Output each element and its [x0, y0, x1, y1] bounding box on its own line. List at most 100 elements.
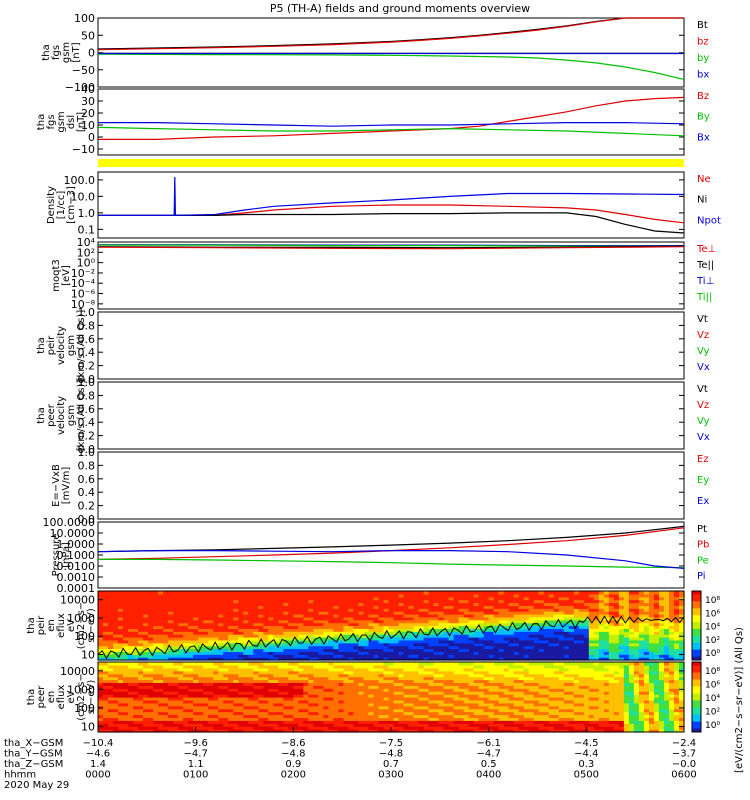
heatmap-cell: [388, 622, 395, 627]
heatmap-cell: [438, 648, 445, 652]
heatmap-cell: [433, 591, 440, 595]
heatmap-cell: [363, 720, 370, 724]
heatmap-cell: [263, 651, 269, 655]
heatmap-cell: [408, 637, 415, 641]
heatmap-cell: [118, 691, 124, 695]
heatmap-cell: [178, 651, 184, 655]
heatmap-cell: [533, 605, 540, 609]
heatmap-cell: [398, 634, 405, 638]
heatmap-cell: [468, 705, 475, 710]
heatmap-cell: [158, 591, 164, 595]
heatmap-cell: [563, 596, 570, 601]
heatmap-cell: [383, 605, 390, 609]
heatmap-cell: [123, 611, 129, 615]
heatmap-cell: [358, 714, 365, 719]
heatmap-cell: [588, 599, 595, 604]
heatmap-cell: [488, 651, 495, 655]
heatmap-cell: [218, 702, 224, 707]
heatmap-cell: [363, 697, 370, 701]
heatmap-cell: [323, 694, 329, 698]
heatmap-cell: [448, 720, 455, 724]
heatmap-cell: [108, 639, 114, 644]
heatmap-cell: [248, 673, 254, 678]
heatmap-cell: [508, 637, 515, 641]
heatmap-cell: [378, 691, 385, 695]
heatmap-cell: [153, 694, 159, 698]
heatmap-cell: [648, 654, 655, 658]
series-line-Npot: [98, 176, 685, 217]
heatmap-cell: [448, 682, 455, 686]
legend-entry: Ti||: [696, 292, 712, 303]
heatmap-cell: [183, 657, 189, 661]
heatmap-cell: [678, 642, 685, 647]
heatmap-cell: [153, 631, 159, 635]
heatmap-cell: [373, 642, 380, 647]
heatmap-cell: [378, 608, 385, 612]
heatmap-cell: [198, 682, 204, 686]
heatmap-cell: [463, 625, 470, 629]
heatmap-cell: [373, 651, 380, 655]
heatmap-cell: [553, 654, 560, 658]
heatmap-cell: [288, 619, 294, 624]
heatmap-cell: [158, 667, 164, 672]
heatmap-cell: [468, 596, 475, 601]
heatmap-cell: [483, 608, 490, 612]
heatmap-cell: [228, 723, 234, 727]
heatmap-cell: [128, 664, 134, 669]
heatmap-cell: [483, 642, 490, 647]
heatmap-cell: [233, 726, 239, 730]
heatmap-cell: [628, 608, 635, 612]
heatmap-cell: [173, 714, 179, 719]
legend-entry: Vt: [697, 314, 708, 325]
heatmap-cell: [468, 625, 475, 629]
heatmap-cell: [378, 720, 385, 724]
heatmap-cell: [383, 723, 390, 727]
colorbar-step: [692, 649, 701, 652]
heatmap-cell: [288, 662, 294, 666]
heatmap-cell: [243, 648, 249, 652]
heatmap-cell: [483, 699, 490, 704]
heatmap-cell: [193, 642, 199, 647]
heatmap-cell: [528, 616, 535, 621]
heatmap-cell: [388, 645, 395, 650]
heatmap-cell: [383, 611, 390, 615]
heatmap-cell: [403, 605, 410, 609]
heatmap-cell: [438, 628, 445, 632]
heatmap-cell: [378, 726, 385, 730]
heatmap-cell: [668, 657, 675, 661]
heatmap-cell: [218, 679, 224, 684]
legend-entry: bz: [697, 36, 709, 47]
heatmap-cell: [183, 625, 189, 629]
legend-entry: Pi: [697, 571, 706, 582]
heatmap-cell: [533, 651, 540, 655]
heatmap-cell: [473, 639, 480, 644]
heatmap-cell: [528, 651, 535, 655]
heatmap-cell: [258, 697, 264, 701]
heatmap-cell: [233, 720, 239, 724]
heatmap-cell: [203, 651, 209, 655]
heatmap-cell: [423, 591, 430, 595]
heatmap-cell: [178, 711, 184, 716]
heatmap-cell: [318, 726, 324, 730]
heatmap-cell: [393, 593, 400, 598]
panel-frame: [97, 241, 685, 310]
heatmap-cell: [113, 616, 119, 621]
heatmap-cell: [358, 676, 365, 681]
heatmap-cell: [218, 619, 224, 624]
heatmap-cell: [198, 664, 204, 669]
series-line-Ti||: [98, 244, 684, 247]
heatmap-cell: [278, 654, 284, 658]
heatmap-cell: [588, 651, 595, 655]
heatmap-cell: [663, 619, 670, 624]
heatmap-cell: [273, 723, 279, 727]
heatmap-cell: [258, 619, 264, 624]
heatmap-cell: [368, 670, 375, 675]
heatmap-cell: [463, 599, 470, 604]
heatmap-cell: [153, 667, 159, 672]
heatmap-cell: [408, 708, 415, 713]
y-tick-label: 0.1000: [57, 549, 96, 562]
heatmap-cell: [633, 611, 640, 615]
heatmap-cell: [578, 608, 585, 612]
heatmap-cell: [343, 664, 350, 669]
panel-frame: [97, 451, 685, 520]
